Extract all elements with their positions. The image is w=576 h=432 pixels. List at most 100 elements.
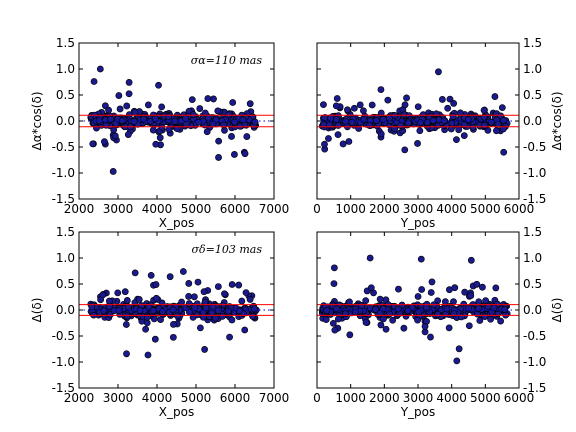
- data-point: [210, 95, 217, 103]
- data-point: [231, 151, 238, 158]
- x-tick-label: 6000: [220, 391, 251, 405]
- data-point: [427, 333, 434, 341]
- data-point: [140, 115, 147, 123]
- data-point: [158, 123, 166, 131]
- data-point: [144, 101, 152, 109]
- data-point: [226, 333, 233, 341]
- data-point: [123, 297, 131, 304]
- data-point: [455, 126, 463, 134]
- data-point: [99, 291, 107, 299]
- data-point: [123, 312, 131, 320]
- y-axis-label: Δ(δ): [550, 298, 564, 323]
- y-axis-label: Δ(δ): [30, 298, 44, 323]
- data-point: [401, 101, 409, 109]
- data-point: [473, 280, 481, 288]
- data-point: [208, 309, 216, 317]
- data-point: [380, 315, 387, 323]
- data-point: [201, 298, 209, 306]
- x-axis-label: X_pos: [159, 405, 194, 419]
- data-point: [145, 303, 153, 311]
- data-point: [418, 286, 426, 293]
- data-point: [498, 104, 506, 112]
- data-point: [203, 128, 211, 136]
- data-point: [201, 346, 208, 353]
- data-point: [492, 127, 500, 135]
- data-point: [377, 86, 385, 93]
- data-point: [441, 298, 449, 306]
- data-point: [111, 132, 119, 140]
- data-point: [334, 315, 342, 323]
- data-point: [196, 105, 204, 112]
- y-tick-label: 1.0: [56, 251, 75, 265]
- data-point: [124, 303, 132, 311]
- data-point: [123, 102, 131, 110]
- y-tick-label: 1.5: [56, 36, 75, 50]
- data-point: [500, 148, 508, 156]
- data-point: [414, 293, 422, 300]
- data-point: [101, 138, 108, 146]
- data-point: [166, 273, 174, 281]
- data-point: [114, 289, 122, 297]
- data-point: [116, 105, 124, 113]
- data-point: [320, 121, 328, 128]
- data-point: [246, 296, 254, 303]
- y-axis-label: Δα*cos(δ): [30, 91, 44, 150]
- panel-top-right: 0 1000 2000 3000 4000 5000 6000-1.5 -1.0 -0.5 0.0…: [313, 36, 564, 230]
- data-point: [329, 319, 337, 327]
- panel-bottom-right: 0 1000 2000 3000 4000 5000 6000-1.5 -1.0 -0.5 0.0…: [313, 225, 564, 419]
- data-point: [456, 109, 464, 117]
- data-point: [93, 124, 100, 132]
- data-point: [135, 296, 143, 303]
- data-point: [500, 116, 507, 124]
- y-axis-label: Δα*cos(δ): [550, 91, 564, 150]
- data-point: [350, 104, 358, 112]
- y-tick-label: -1.5: [523, 381, 546, 395]
- data-point: [225, 111, 233, 119]
- data-point: [228, 281, 236, 288]
- data-point: [157, 316, 164, 323]
- data-point: [241, 150, 249, 158]
- panel-top-left: 2000 3000 4000 5000 6000 7000 -1.5 -1.0 -0.5 0.0 0…: [30, 36, 289, 230]
- y-tick-label: -1.5: [52, 192, 75, 206]
- y-tick-label: -1.0: [523, 355, 546, 369]
- data-point: [367, 284, 375, 292]
- data-point: [362, 319, 370, 326]
- data-point: [438, 96, 446, 103]
- y-tick-label: 0.5: [56, 88, 75, 102]
- x-axis-label: X_pos: [159, 216, 194, 230]
- data-point: [444, 104, 452, 112]
- y-tick-label: -1.5: [52, 381, 75, 395]
- data-point: [122, 321, 130, 328]
- data-point: [109, 168, 117, 175]
- x-tick-label: 4000: [436, 391, 467, 405]
- data-point: [376, 295, 384, 303]
- data-point: [219, 312, 226, 320]
- data-point: [384, 96, 392, 104]
- data-point: [330, 280, 338, 287]
- data-point: [214, 283, 222, 290]
- data-point: [428, 278, 436, 286]
- data-point: [228, 133, 235, 140]
- data-point: [169, 333, 177, 341]
- data-point: [169, 306, 177, 314]
- data-point: [156, 134, 164, 142]
- y-tick-label: 1.0: [56, 62, 75, 76]
- data-point: [491, 93, 499, 100]
- x-axis-label: Y_pos: [400, 216, 436, 230]
- x-tick-label: 3000: [103, 202, 134, 216]
- data-point: [242, 289, 250, 297]
- data-point: [499, 125, 507, 133]
- y-tick-label: -1.0: [52, 355, 75, 369]
- data-point: [142, 325, 149, 333]
- panel-bottom-left: 2000 3000 4000 5000 6000 7000 -1.5 -1.0 -0.5 0.0 0…: [30, 225, 289, 419]
- data-point: [178, 298, 186, 306]
- data-point: [185, 300, 193, 307]
- data-point: [333, 116, 340, 123]
- data-point: [461, 288, 469, 296]
- data-point: [158, 103, 166, 111]
- data-point: [497, 317, 505, 325]
- data-point: [339, 140, 347, 148]
- data-point: [467, 292, 475, 300]
- data-point: [334, 122, 342, 129]
- x-tick-label: 5000: [181, 391, 212, 405]
